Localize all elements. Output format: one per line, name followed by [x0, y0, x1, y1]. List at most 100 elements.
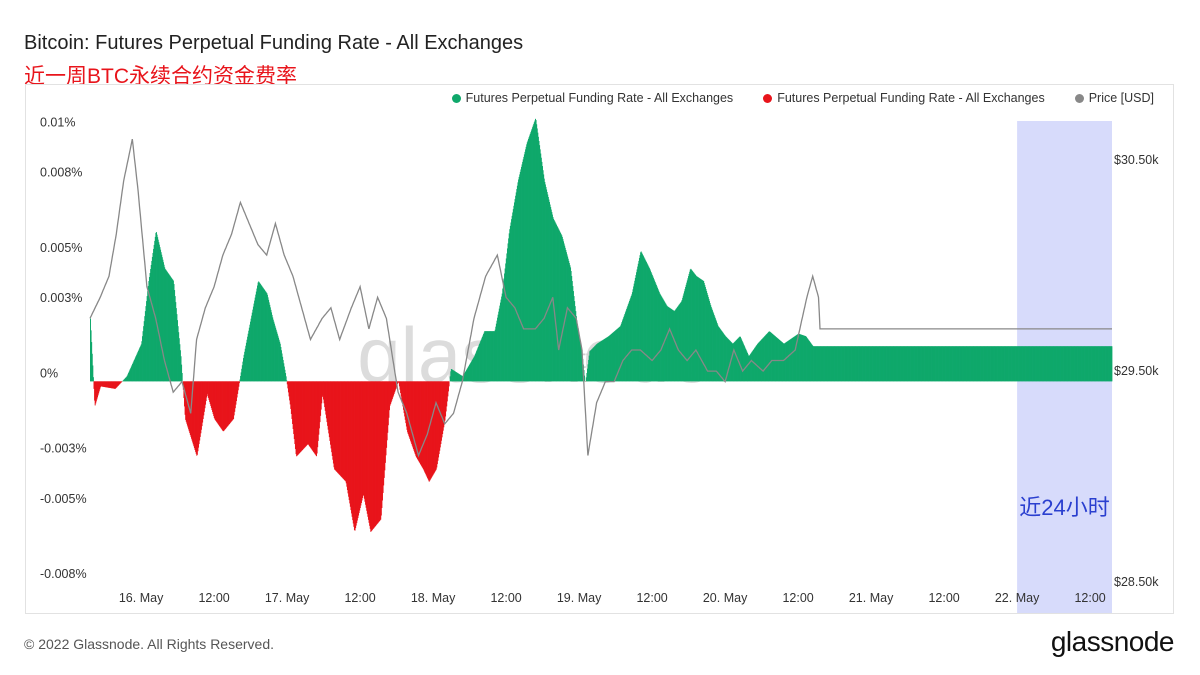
- funding-bar-positive: [1095, 346, 1097, 382]
- funding-bar-positive: [141, 341, 143, 382]
- funding-bar-positive: [930, 346, 932, 382]
- funding-bar-positive: [251, 312, 253, 382]
- funding-bar-negative: [381, 381, 383, 509]
- funding-bar-positive: [470, 362, 472, 382]
- legend-item-price[interactable]: Price [USD]: [1074, 91, 1154, 105]
- funding-bar-negative: [415, 381, 417, 456]
- funding-bar-positive: [918, 346, 920, 382]
- funding-bar-positive: [900, 346, 901, 382]
- funding-bar-negative: [354, 381, 356, 531]
- funding-bar-negative: [221, 381, 223, 431]
- funding-bar-positive: [1102, 346, 1104, 382]
- funding-bar-positive: [1087, 346, 1089, 382]
- funding-bar-positive: [747, 352, 748, 382]
- funding-bar-positive: [177, 326, 179, 382]
- funding-bar-positive: [817, 346, 819, 382]
- legend-item-positive[interactable]: Futures Perpetual Funding Rate - All Exc…: [451, 91, 734, 105]
- funding-bar-negative: [353, 381, 355, 527]
- funding-bar-positive: [1019, 346, 1021, 382]
- funding-bar-negative: [206, 381, 208, 398]
- funding-bar-positive: [1067, 346, 1069, 382]
- funding-bar-positive: [683, 293, 685, 382]
- funding-bar-negative: [331, 381, 333, 453]
- funding-bar-positive: [486, 331, 488, 382]
- funding-bar-positive: [750, 353, 752, 382]
- funding-bar-positive: [900, 346, 902, 382]
- funding-bar-positive: [490, 331, 492, 382]
- funding-bar-positive: [738, 337, 740, 382]
- funding-bar-positive: [505, 258, 507, 382]
- funding-bar-negative: [236, 381, 237, 402]
- funding-bar-positive: [702, 280, 704, 382]
- funding-bar-positive: [908, 346, 910, 382]
- funding-bar-positive: [551, 212, 553, 382]
- funding-bar-positive: [262, 287, 264, 382]
- funding-bar-positive: [474, 355, 476, 382]
- funding-bar-positive: [620, 323, 622, 382]
- funding-bar-positive: [949, 346, 951, 382]
- funding-bar-positive: [90, 330, 92, 382]
- x-tick: 18. May: [411, 591, 456, 605]
- funding-bar-negative: [312, 381, 314, 452]
- funding-bar-negative: [313, 381, 315, 452]
- funding-bar-negative: [341, 381, 343, 478]
- funding-bar-negative: [426, 381, 428, 478]
- funding-bar-positive: [748, 355, 750, 382]
- funding-bar-positive: [494, 329, 496, 382]
- funding-bar-positive: [923, 346, 925, 382]
- funding-bar-positive: [999, 346, 1001, 382]
- funding-bar-positive: [543, 174, 545, 382]
- funding-bar-positive: [954, 346, 956, 382]
- funding-bar-negative: [196, 381, 198, 456]
- funding-bar-positive: [127, 373, 129, 382]
- funding-bar-negative: [290, 381, 292, 414]
- funding-bar-negative: [322, 381, 324, 396]
- funding-bar-positive: [134, 357, 136, 382]
- funding-bar-positive: [1082, 346, 1084, 382]
- funding-bar-positive: [599, 341, 601, 382]
- funding-bar-negative: [220, 381, 222, 429]
- funding-bar-positive: [595, 344, 597, 382]
- funding-bar-positive: [690, 268, 692, 382]
- funding-bar-positive: [954, 346, 956, 382]
- funding-bar-positive: [988, 346, 990, 382]
- legend-label-positive: Futures Perpetual Funding Rate - All Exc…: [465, 91, 734, 105]
- funding-bar-positive: [260, 284, 262, 382]
- highlight-label: 近24小时: [1019, 495, 1109, 520]
- funding-bar-positive: [971, 346, 973, 382]
- funding-bar-negative: [237, 381, 239, 394]
- funding-bar-positive: [682, 297, 684, 382]
- funding-bar-positive: [1074, 346, 1076, 382]
- funding-bars: [90, 118, 1113, 532]
- funding-bar-positive: [947, 346, 949, 382]
- funding-bar-positive: [1040, 346, 1042, 382]
- funding-bar-positive: [921, 346, 923, 382]
- funding-bar-positive: [1086, 346, 1088, 382]
- funding-bar-positive: [929, 346, 931, 382]
- funding-bar-positive: [790, 339, 792, 382]
- funding-bar-positive: [644, 258, 646, 382]
- funding-bar-positive: [874, 346, 876, 382]
- funding-bar-positive: [757, 343, 759, 382]
- funding-bar-negative: [316, 381, 318, 454]
- funding-bar-positive: [871, 346, 873, 382]
- funding-bar-positive: [671, 309, 673, 382]
- funding-bar-positive: [137, 350, 139, 382]
- funding-bar-negative: [115, 381, 117, 388]
- funding-bar-positive: [676, 307, 678, 382]
- funding-bar-positive: [165, 270, 167, 382]
- funding-bar-positive: [974, 346, 976, 382]
- funding-bar-negative: [198, 381, 200, 445]
- funding-bar-positive: [270, 309, 272, 382]
- funding-bar-positive: [276, 333, 278, 382]
- legend-item-negative[interactable]: Futures Perpetual Funding Rate - All Exc…: [763, 91, 1045, 105]
- funding-bar-positive: [586, 372, 588, 382]
- funding-bar-positive: [795, 335, 797, 382]
- funding-bar-positive: [1071, 346, 1073, 382]
- funding-bar-positive: [846, 346, 848, 382]
- funding-bar-positive: [1017, 346, 1019, 382]
- funding-bar-positive: [948, 346, 950, 382]
- funding-bar-positive: [902, 346, 904, 382]
- funding-bar-positive: [172, 279, 174, 382]
